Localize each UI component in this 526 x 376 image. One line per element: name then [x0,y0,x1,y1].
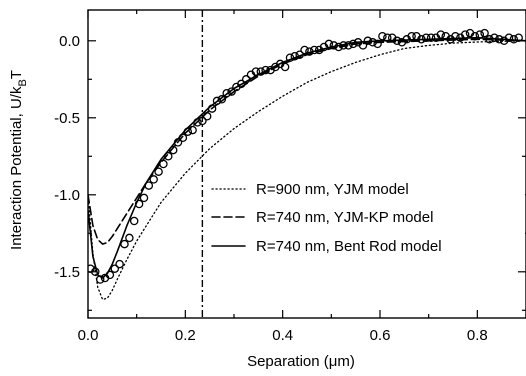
data-point [154,167,163,176]
data-point [310,45,319,55]
data-point [256,67,266,76]
data-point [460,30,470,39]
data-point [509,35,519,44]
y-axis-title-sub: B [17,79,29,86]
data-point [339,41,348,50]
data-point [378,31,387,41]
x-tick-label: 0.6 [370,327,391,344]
x-tick-label: 0.0 [78,327,99,344]
data-point [207,104,217,113]
y-axis-title-main: Interaction Potential, U/k [8,86,25,250]
x-tick-label: 0.8 [467,327,488,344]
x-axis-title: Separation (μm) [247,353,355,370]
data-point [368,38,377,47]
markers-layer [88,28,523,284]
data-point [125,233,134,243]
legend: R=900 nm, YJM model R=740 nm, YJM-KP mode… [205,172,525,260]
y-tick-label: -1.5 [54,264,80,281]
data-point [485,35,494,44]
data-point [504,33,514,42]
data-point [426,33,436,42]
data-point [164,152,173,161]
y-tick-label: -1.0 [54,187,80,204]
x-axis-title-suffix: ) [350,353,355,370]
data-point [178,133,188,143]
data-point [290,51,300,61]
data-point [193,118,202,127]
data-point [217,95,227,104]
data-point [105,270,115,280]
series-layer [88,36,526,301]
data-point [436,30,446,39]
y-axis-title-end: T [8,70,25,79]
x-tick-label: 0.2 [175,327,196,344]
data-point [407,31,416,41]
data-point [470,31,480,41]
data-point [392,36,402,46]
data-point [475,30,485,39]
data-point [168,145,178,155]
data-point [144,181,154,190]
legend-label: R=900 nm, YJM model [256,181,409,198]
data-point [115,259,124,269]
ticks-layer: 0.0 0.2 0.4 0.6 0.8 0.0 -0.5 -1.0 -1.5 [54,10,526,344]
data-point [417,35,426,44]
data-point [334,42,343,52]
data-point [480,28,489,38]
data-point [383,33,392,42]
data-point [159,159,168,169]
data-point [295,50,304,59]
data-point [120,239,129,249]
data-point [202,112,212,121]
series-line-dotted [88,40,526,301]
data-point [110,264,120,273]
data-point [261,65,270,75]
plot-frame [87,9,526,319]
data-point [421,33,431,42]
data-point [451,31,460,41]
data-point [222,88,231,98]
data-point [134,199,144,209]
legend-label: R=740 nm, Bent Rod model [256,238,442,255]
data-point [305,47,314,56]
series-line-dashed [88,38,526,245]
data-point [251,67,261,76]
data-point [227,87,236,96]
x-axis-title-prefix: Separation ( [247,353,329,370]
data-point [348,39,358,49]
data-point [363,36,373,46]
data-point [344,41,353,50]
data-point [280,62,290,72]
data-point [300,45,309,55]
data-point [324,39,334,49]
data-point [329,41,339,50]
data-point [139,193,149,203]
data-point [490,33,499,42]
data-point [173,138,183,147]
data-point [494,35,504,44]
data-point [183,127,193,136]
data-point [188,125,197,135]
legend-label: R=740 nm, YJM-KP model [256,209,433,226]
data-point [237,79,246,89]
y-tick-label: -0.5 [54,110,80,127]
x-axis-title-unit: μm [329,353,350,370]
data-point [95,275,105,284]
data-point [129,216,139,226]
data-point [373,39,382,49]
x-tick-label: 0.4 [272,327,293,344]
data-point [285,53,295,62]
y-tick-label: 0.0 [59,33,80,50]
y-axis-title: Interaction Potential, U/kBT [8,70,29,250]
data-point [358,41,368,50]
data-point [212,96,222,106]
data-point [149,175,158,184]
data-point [241,75,251,84]
legend-background [205,172,525,260]
